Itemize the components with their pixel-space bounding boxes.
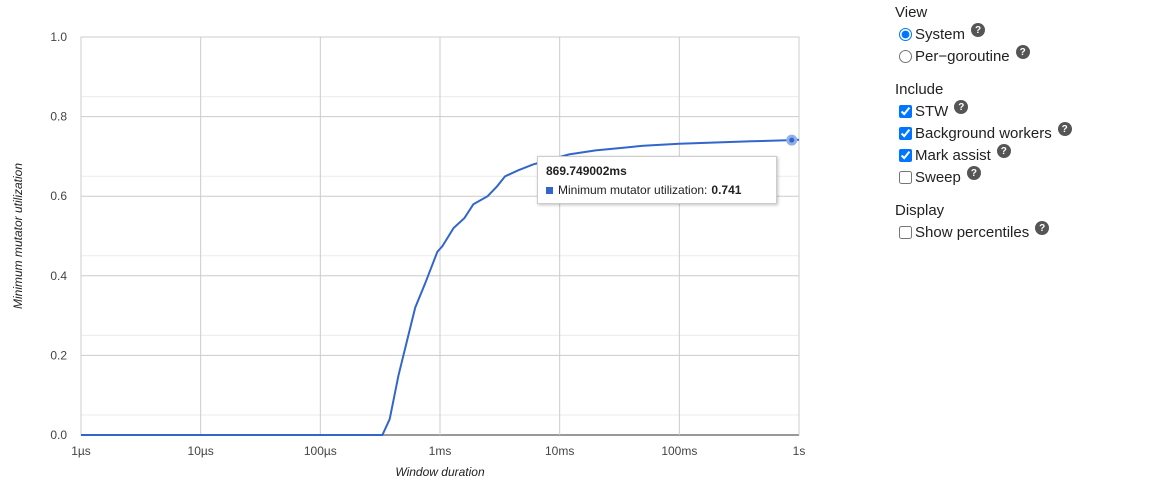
- chart-grid: [80, 36, 800, 436]
- help-icon[interactable]: ?: [996, 144, 1011, 158]
- x-tick-label: 10ms: [545, 444, 574, 458]
- view-section: View System ? Per−goroutine ?: [895, 4, 1145, 67]
- x-tick-label: 1s: [793, 444, 806, 458]
- include-stw-checkbox[interactable]: [899, 104, 912, 118]
- tooltip-value: 0.741: [711, 183, 742, 197]
- help-icon[interactable]: ?: [1015, 45, 1030, 59]
- x-tick-label: 1µs: [71, 444, 91, 458]
- view-system-radio[interactable]: [899, 27, 912, 41]
- y-tick-label: 0.4: [50, 269, 67, 283]
- show-percentiles-checkbox[interactable]: [899, 225, 912, 239]
- include-option-mark-assist[interactable]: Mark assist ?: [895, 144, 1145, 166]
- y-tick-label: 1.0: [50, 30, 67, 44]
- help-icon[interactable]: ?: [1035, 221, 1050, 235]
- view-section-title: View: [895, 4, 928, 21]
- x-tick-label: 1ms: [429, 444, 452, 458]
- x-axis-title: Window duration: [395, 465, 485, 479]
- mmu-chart: 0.0 0.2 0.4 0.6 0.8 1.0 1µs 10µs 100µs 1ms 10ms 10…: [11, 30, 805, 479]
- y-tick-label: 0.2: [50, 348, 67, 362]
- x-tick-label: 100µs: [304, 444, 337, 458]
- y-axis-title: Minimum mutator utilization: [11, 163, 25, 309]
- display-section-title: Display: [895, 202, 945, 219]
- include-option-sweep[interactable]: Sweep ?: [895, 166, 1145, 188]
- display-option-show-percentiles[interactable]: Show percentiles ?: [895, 221, 1145, 243]
- include-sweep-checkbox[interactable]: [899, 170, 912, 184]
- help-icon[interactable]: ?: [1057, 122, 1072, 136]
- include-option-background-workers[interactable]: Background workers ?: [895, 122, 1145, 144]
- include-mark-assist-checkbox[interactable]: [899, 148, 912, 162]
- view-option-per-goroutine[interactable]: Per−goroutine ?: [895, 45, 1145, 67]
- help-icon[interactable]: ?: [971, 23, 986, 37]
- chart-tooltip: 869.749002ms Minimum mutator utilization…: [537, 156, 777, 204]
- series-line-mmu: [81, 138, 800, 436]
- y-axis-ticks: 0.0 0.2 0.4 0.6 0.8 1.0: [50, 30, 67, 442]
- tooltip-row: Minimum mutator utilization: 0.741: [546, 183, 768, 197]
- view-option-system[interactable]: System ?: [895, 23, 1145, 45]
- view-option-label: System: [915, 25, 966, 43]
- include-section-title: Include: [895, 81, 944, 98]
- x-axis-ticks: 1µs 10µs 100µs 1ms 10ms 100ms 1s: [71, 444, 805, 458]
- controls-panel: View System ? Per−goroutine ? Include ST…: [895, 4, 1145, 257]
- help-icon[interactable]: ?: [966, 166, 981, 180]
- help-icon[interactable]: ?: [954, 100, 969, 114]
- include-background-workers-checkbox[interactable]: [899, 126, 912, 140]
- x-tick-label: 10µs: [188, 444, 214, 458]
- include-option-label: Sweep: [915, 168, 961, 186]
- y-tick-label: 0.6: [50, 189, 67, 203]
- display-section: Display Show percentiles ?: [895, 202, 1145, 243]
- include-option-stw[interactable]: STW ?: [895, 100, 1145, 122]
- include-option-label: STW: [915, 102, 949, 120]
- tooltip-series-label: Minimum mutator utilization:: [558, 183, 708, 197]
- tooltip-title: 869.749002ms: [546, 164, 627, 178]
- include-option-label: Mark assist: [915, 146, 991, 164]
- display-option-label: Show percentiles: [915, 223, 1030, 241]
- include-option-label: Background workers: [915, 124, 1052, 142]
- view-per-goroutine-radio[interactable]: [899, 49, 912, 63]
- view-option-label: Per−goroutine: [915, 47, 1010, 65]
- include-section: Include STW ? Background workers ? Mark …: [895, 81, 1145, 188]
- y-tick-label: 0.8: [50, 110, 67, 124]
- x-tick-label: 100ms: [661, 444, 697, 458]
- series-swatch-icon: [546, 186, 553, 194]
- highlighted-data-point[interactable]: [786, 134, 798, 146]
- y-tick-label: 0.0: [50, 428, 67, 442]
